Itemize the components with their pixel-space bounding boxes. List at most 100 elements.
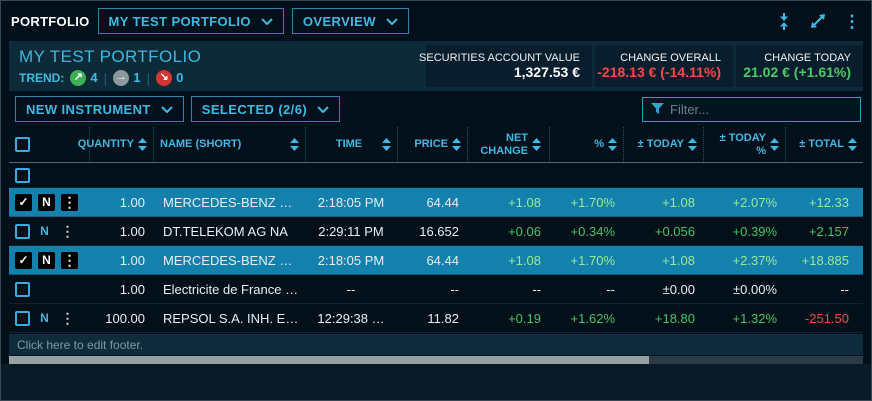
- cell-today-percent: +2.07%: [732, 194, 777, 210]
- new-badge: N: [40, 311, 49, 325]
- row-menu-icon[interactable]: ⋮: [61, 251, 78, 269]
- cell-total: --: [840, 281, 849, 297]
- new-badge: N: [40, 224, 49, 238]
- new-badge: N: [38, 251, 55, 269]
- table-body: ✓ N ⋮ 1.00 MERCEDES-BENZ GR… 2:18:05 PM …: [9, 163, 863, 333]
- table-row[interactable]: ✓ N ⋮ 1.00 MERCEDES-BENZ GR… 2:18:05 PM …: [9, 188, 863, 217]
- cell-quantity: 1.00: [119, 252, 145, 268]
- table-row[interactable]: N ⋮ 1.00 DT.TELEKOM AG NA 2:29:11 PM 16.…: [9, 217, 863, 246]
- cell-net-change: +1.08: [508, 194, 541, 210]
- horizontal-scrollbar[interactable]: [9, 356, 863, 364]
- header-name[interactable]: NAME (SHORT): [153, 127, 305, 162]
- divider: |: [146, 69, 151, 86]
- cell-net-change: +0.19: [508, 310, 541, 326]
- expand-diagonal-icon[interactable]: [809, 12, 827, 30]
- selected-dropdown[interactable]: SELECTED (2/6): [190, 96, 341, 122]
- row-controls: [9, 275, 89, 303]
- cell-price: 64.44: [426, 252, 459, 268]
- table-header: QUANTITY NAME (SHORT) TIME PRICE NET CHA…: [9, 127, 863, 163]
- trend-neutral-count: 1: [133, 70, 141, 85]
- row-controls: ✓ N ⋮: [9, 246, 89, 274]
- row-controls: N ⋮: [9, 217, 89, 245]
- table-row[interactable]: 1.00 Electricite de France - … -- -- -- …: [9, 275, 863, 304]
- stat-label: CHANGE TODAY: [764, 52, 851, 64]
- view-dropdown[interactable]: OVERVIEW: [291, 8, 409, 34]
- cell-price: 11.82: [427, 310, 459, 326]
- sort-icon: [382, 138, 391, 151]
- new-instrument-label: NEW INSTRUMENT: [26, 101, 151, 117]
- cell-today: +1.08: [662, 194, 695, 210]
- cell-today-percent: +0.39%: [732, 223, 777, 239]
- header-price[interactable]: PRICE: [397, 127, 467, 162]
- cell-total: -251.50: [804, 310, 849, 326]
- topbar: PORTFOLIO MY TEST PORTFOLIO OVERVIEW: [1, 1, 871, 41]
- cell-time: 12:29:38 …: [317, 310, 385, 326]
- portfolio-dropdown[interactable]: MY TEST PORTFOLIO: [97, 8, 284, 34]
- cell-name: Electricite de France - …: [163, 281, 305, 297]
- new-instrument-dropdown[interactable]: NEW INSTRUMENT: [15, 96, 184, 122]
- portfolio-summary: MY TEST PORTFOLIO TREND: ↗ 4 | → 1 | ↘ 0: [19, 47, 201, 86]
- header-quantity[interactable]: QUANTITY: [78, 127, 153, 162]
- trend-up-icon: ↗: [70, 69, 87, 86]
- cell-quantity: 1.00: [119, 194, 145, 210]
- divider: |: [103, 69, 108, 86]
- table-row[interactable]: ✓ N ⋮ 1.00 MERCEDES-BENZ GR… 2:18:05 PM …: [9, 246, 863, 275]
- cell-today-percent: +2.37%: [732, 252, 777, 268]
- table-row[interactable]: N ⋮ 100.00 REPSOL S.A. INH. EO 1 12:29:3…: [9, 304, 863, 333]
- row-checkbox[interactable]: [15, 167, 30, 183]
- row-checkbox[interactable]: [15, 223, 30, 239]
- footer-edit-area[interactable]: Click here to edit footer.: [9, 334, 863, 355]
- portfolio-label: PORTFOLIO: [11, 13, 90, 29]
- trend-down-icon: ↘: [156, 69, 173, 86]
- stat-label: CHANGE OVERALL: [620, 52, 721, 64]
- cell-total: +12.33: [808, 194, 849, 210]
- header-time[interactable]: TIME: [305, 127, 397, 162]
- cell-total: +2.157: [808, 223, 849, 239]
- sort-icon: [290, 138, 299, 151]
- cell-today: +1.08: [662, 252, 695, 268]
- header-total[interactable]: ± TOTAL: [785, 127, 863, 162]
- cell-total: +18.885: [801, 252, 849, 268]
- header-today[interactable]: ± TODAY: [623, 127, 703, 162]
- cell-time: 2:29:11 PM: [318, 223, 384, 239]
- view-dropdown-value: OVERVIEW: [302, 13, 376, 29]
- table-row[interactable]: [9, 163, 863, 188]
- filter-input[interactable]: [670, 101, 852, 117]
- trend-label: TREND:: [19, 70, 65, 85]
- cell-net-change: +0.06: [508, 223, 541, 239]
- header-today-percent[interactable]: ± TODAY %: [703, 127, 785, 162]
- cell-quantity: 1.00: [119, 223, 145, 239]
- cell-quantity: 1.00: [119, 281, 145, 297]
- row-menu-icon[interactable]: ⋮: [61, 193, 78, 211]
- new-badge: N: [38, 193, 55, 211]
- stat-value: -218.13 € (-14.11%): [597, 64, 721, 80]
- portfolio-header-panel: MY TEST PORTFOLIO TREND: ↗ 4 | → 1 | ↘ 0: [9, 41, 863, 91]
- row-menu-icon[interactable]: ⋮: [60, 309, 75, 326]
- row-checkbox[interactable]: ✓: [15, 251, 32, 269]
- header-percent[interactable]: %: [549, 127, 623, 162]
- collapse-vertical-icon[interactable]: [775, 12, 793, 30]
- cell-today-percent: ±0.00%: [733, 281, 777, 297]
- cell-today: ±0.00: [662, 281, 695, 297]
- row-menu-icon[interactable]: ⋮: [60, 222, 75, 239]
- header-net-change[interactable]: NET CHANGE: [467, 127, 549, 162]
- cell-quantity: 100.00: [105, 310, 145, 326]
- cell-percent: --: [606, 281, 615, 297]
- header-select-cell: [9, 127, 89, 162]
- row-checkbox[interactable]: [15, 281, 30, 297]
- stat-change-overall: CHANGE OVERALL -218.13 € (-14.11%): [595, 45, 733, 87]
- positions-table: QUANTITY NAME (SHORT) TIME PRICE NET CHA…: [9, 127, 863, 333]
- filter-icon: [651, 103, 664, 114]
- row-checkbox[interactable]: [15, 310, 30, 326]
- select-all-checkbox[interactable]: [15, 137, 30, 152]
- chevron-down-icon: [386, 17, 398, 25]
- kebab-menu-icon[interactable]: ⋮: [843, 11, 861, 31]
- row-checkbox[interactable]: ✓: [15, 193, 32, 211]
- scrollbar-thumb[interactable]: [9, 356, 649, 364]
- sort-icon: [452, 138, 461, 151]
- stats-group: SECURITIES ACCOUNT VALUE 1,327.53 € CHAN…: [419, 45, 863, 87]
- trend-row: TREND: ↗ 4 | → 1 | ↘ 0: [19, 69, 201, 86]
- cell-today-percent: +1.32%: [732, 310, 777, 326]
- sort-icon: [688, 138, 697, 151]
